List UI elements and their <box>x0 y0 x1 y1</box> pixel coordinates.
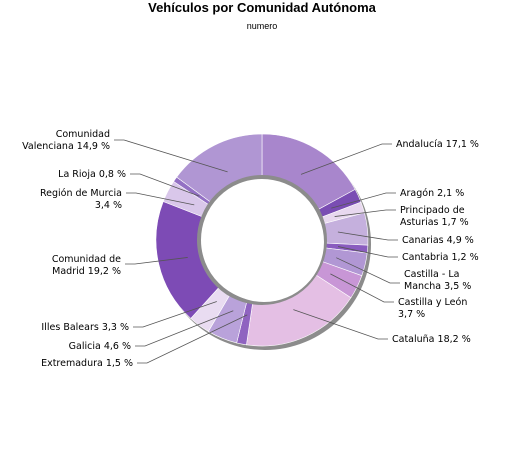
slice-label: Región de Murcia 3,4 % <box>40 188 122 211</box>
slice-label: Extremadura 1,5 % <box>41 358 133 369</box>
donut-hole-inner <box>204 182 324 302</box>
slice-label-line: Cantabria 1,2 % <box>402 252 479 263</box>
slice-label-line: Comunidad <box>56 129 110 140</box>
slice-labels: Andalucía 17,1 % Aragón 2,1 % Principado d… <box>22 129 479 369</box>
slice-label: Cantabria 1,2 % <box>402 252 479 263</box>
slice-label: Canarias 4,9 % <box>402 235 474 246</box>
leader-line <box>114 139 228 173</box>
slice-label-line: Mancha 3,5 % <box>404 281 471 292</box>
slice-label: Comunidad de Madrid 19,2 % <box>52 254 121 277</box>
donut-slices <box>155 133 369 347</box>
slice-label-line: Castilla y León <box>398 297 467 308</box>
slice-label: Comunidad Valenciana 14,9 % <box>22 129 110 152</box>
slice-label-line: Canarias 4,9 % <box>402 235 474 246</box>
slice-label-line: Aragón 2,1 % <box>400 188 464 199</box>
slice-label: Galicia 4,6 % <box>69 341 131 352</box>
leader-line <box>334 209 396 217</box>
leader-line <box>331 192 396 209</box>
leader-line <box>130 173 200 197</box>
slice-label-line: Castilla - La <box>404 269 459 280</box>
leader-line <box>337 231 398 241</box>
leader-line <box>125 257 188 265</box>
leader-line <box>300 143 392 175</box>
leader-line <box>330 273 394 303</box>
slice-label-line: Madrid 19,2 % <box>52 266 121 277</box>
slice-label-line: 3,4 % <box>95 200 122 211</box>
slice-label-line: Asturias 1,7 % <box>400 217 469 228</box>
slice-label-line: Región de Murcia <box>40 188 122 199</box>
slice-label: Castilla - La Mancha 3,5 % <box>404 269 471 292</box>
leader-line <box>337 246 398 258</box>
slice-label-line: Cataluña 18,2 % <box>392 334 471 345</box>
slice-label-line: Andalucía 17,1 % <box>396 139 479 150</box>
slice-label-line: Principado de <box>400 205 465 216</box>
leader-line <box>137 314 248 364</box>
slice-label-line: Galicia 4,6 % <box>69 341 131 352</box>
slice-label-line: Illes Balears 3,3 % <box>41 322 129 333</box>
slice-label: Andalucía 17,1 % <box>396 139 479 150</box>
chart-title: Vehículos por Comunidad Autónoma <box>148 0 377 15</box>
slice-label: Illes Balears 3,3 % <box>41 322 129 333</box>
leader-line <box>293 309 388 340</box>
leader-line <box>126 192 195 206</box>
slice-label-line: Comunidad de <box>52 254 121 265</box>
slice-label: Principado de Asturias 1,7 % <box>400 205 469 228</box>
slice-label: Castilla y León 3,7 % <box>398 297 467 320</box>
slice-label-line: Extremadura 1,5 % <box>41 358 133 369</box>
leader-line <box>135 310 234 347</box>
leader-line <box>133 301 217 328</box>
slice-label-line: 3,7 % <box>398 309 425 320</box>
label-leaders <box>114 139 400 364</box>
slice-label: La Rioja 0,8 % <box>58 169 126 180</box>
slice-label-line: Valenciana 14,9 % <box>22 141 110 152</box>
slice-label-line: La Rioja 0,8 % <box>58 169 126 180</box>
slice-label: Cataluña 18,2 % <box>392 334 471 345</box>
leader-line <box>336 257 400 284</box>
chart-subtitle: numero <box>247 21 278 31</box>
slice-label: Aragón 2,1 % <box>400 188 464 199</box>
